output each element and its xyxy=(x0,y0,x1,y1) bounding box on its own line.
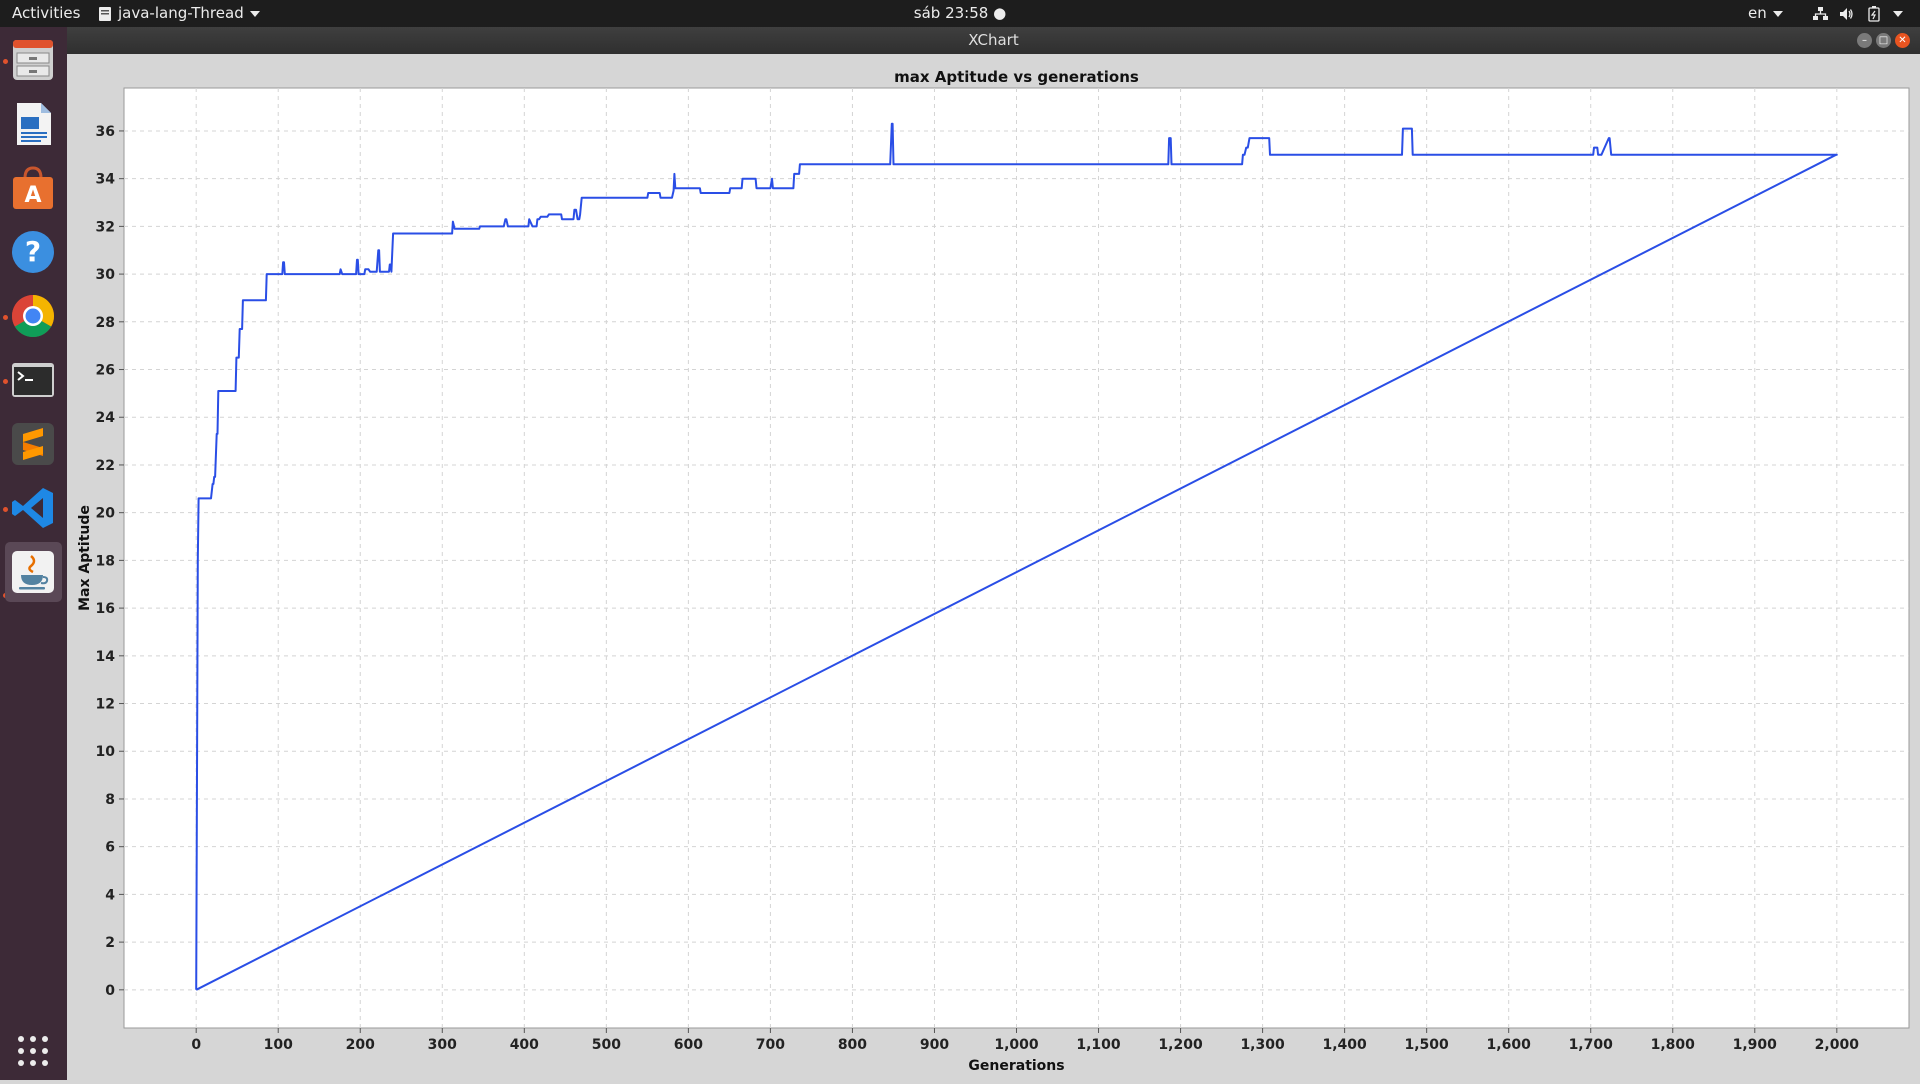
volume-icon[interactable] xyxy=(1838,6,1854,33)
battery-icon[interactable] xyxy=(1868,5,1880,32)
x-tick-label: 600 xyxy=(674,1037,703,1053)
series-line xyxy=(195,122,1838,991)
running-indicator xyxy=(3,379,8,384)
help-icon[interactable]: ? xyxy=(9,228,57,276)
svg-text:A: A xyxy=(24,183,41,208)
running-indicator xyxy=(3,315,8,320)
y-tick-label: 32 xyxy=(96,219,115,235)
sublime-text-icon[interactable] xyxy=(9,420,57,468)
y-tick-label: 10 xyxy=(96,744,116,760)
y-tick-label: 6 xyxy=(105,840,115,856)
chart-title: max Aptitude vs generations xyxy=(894,68,1139,86)
language-selector[interactable]: en xyxy=(1748,0,1783,27)
x-axis-label: Generations xyxy=(968,1058,1064,1074)
y-tick-label: 12 xyxy=(96,697,115,713)
vscode-icon[interactable] xyxy=(9,484,57,532)
app-grid-icon[interactable] xyxy=(9,1027,57,1075)
terminal-icon[interactable] xyxy=(9,356,57,404)
x-tick-label: 900 xyxy=(920,1037,949,1053)
x-tick-label: 500 xyxy=(592,1037,621,1053)
software-store-icon[interactable]: A xyxy=(9,164,57,212)
running-indicator xyxy=(3,507,8,512)
y-tick-label: 18 xyxy=(96,553,115,569)
chevron-down-icon xyxy=(1772,10,1783,17)
chart-panel: 0 2 4 6 8 10 12 14 16 18 20 22 24 26 28 30 32 34 36 0 100 200… xyxy=(67,54,1920,1080)
x-tick-label: 1,400 xyxy=(1322,1037,1367,1053)
activities-button[interactable]: Activities xyxy=(12,4,81,22)
y-tick-label: 8 xyxy=(105,792,115,808)
x-tick-label: 200 xyxy=(346,1037,375,1053)
minimize-button[interactable]: – xyxy=(1857,33,1872,48)
y-axis-label: Max Aptitude xyxy=(77,505,93,611)
x-tick-label: 300 xyxy=(428,1037,457,1053)
y-tick-label: 26 xyxy=(96,363,115,379)
y-tick-label: 4 xyxy=(105,887,115,903)
plot-area xyxy=(123,87,1910,1029)
java-icon[interactable] xyxy=(9,548,57,596)
app-menu[interactable]: java-lang-Thread xyxy=(98,0,260,27)
y-tick-label: 14 xyxy=(96,649,116,665)
dock: A ? xyxy=(0,27,67,1080)
close-button[interactable]: ✕ xyxy=(1895,33,1910,48)
system-menu-chevron-icon[interactable] xyxy=(1893,11,1903,17)
x-tick-label: 1,600 xyxy=(1487,1037,1532,1053)
window-title: XChart xyxy=(968,31,1019,49)
network-icon[interactable] xyxy=(1812,6,1828,33)
y-tick-label: 22 xyxy=(96,458,115,474)
language-label: en xyxy=(1748,4,1767,22)
running-indicator xyxy=(3,59,8,64)
chrome-icon[interactable] xyxy=(9,292,57,340)
file-cabinet-icon[interactable] xyxy=(9,36,57,84)
y-tick-label: 0 xyxy=(105,983,115,999)
x-tick-label: 400 xyxy=(510,1037,539,1053)
y-tick-label: 16 xyxy=(96,601,115,617)
writer-document-icon[interactable] xyxy=(9,100,57,148)
x-tick-label: 1,300 xyxy=(1240,1037,1285,1053)
window-titlebar[interactable]: XChart – □ ✕ xyxy=(67,27,1920,54)
x-tick-label: 1,900 xyxy=(1733,1037,1778,1053)
x-tick-label: 700 xyxy=(756,1037,785,1053)
x-tick-label: 1,700 xyxy=(1569,1037,1614,1053)
top-bar: Activities java-lang-Thread sáb 23:58 ● … xyxy=(0,0,1920,27)
x-tick-label: 1,500 xyxy=(1405,1037,1450,1053)
y-tick-label: 28 xyxy=(96,315,115,331)
x-tick-label: 100 xyxy=(264,1037,293,1053)
x-tick-label: 1,200 xyxy=(1158,1037,1203,1053)
x-tick-label: 2,000 xyxy=(1815,1037,1860,1053)
svg-text:?: ? xyxy=(25,235,41,268)
y-tick-label: 30 xyxy=(96,267,116,283)
y-tick-label: 2 xyxy=(105,935,115,951)
y-tick-label: 34 xyxy=(96,172,116,188)
clock[interactable]: sáb 23:58 ● xyxy=(913,4,1007,22)
x-tick-label: 1,100 xyxy=(1076,1037,1121,1053)
y-tick-label: 24 xyxy=(96,410,116,426)
app-menu-label: java-lang-Thread xyxy=(118,4,244,22)
app-icon xyxy=(99,6,111,21)
x-tick-label: 1,800 xyxy=(1651,1037,1696,1053)
x-tick-label: 800 xyxy=(838,1037,867,1053)
chevron-down-icon xyxy=(249,10,260,17)
maximize-button[interactable]: □ xyxy=(1876,33,1891,48)
x-tick-label: 0 xyxy=(191,1037,201,1053)
y-tick-label: 36 xyxy=(96,124,115,140)
x-tick-label: 1,000 xyxy=(994,1037,1039,1053)
y-tick-label: 20 xyxy=(96,506,116,522)
